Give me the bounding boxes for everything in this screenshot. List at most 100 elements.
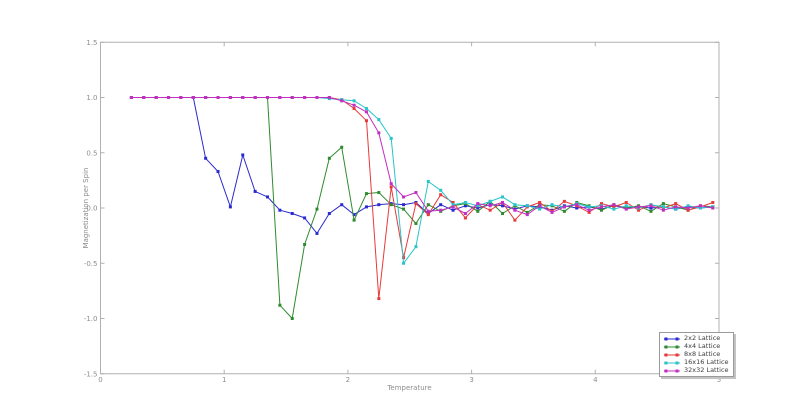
series-marker-4x4-lattice bbox=[278, 303, 282, 307]
series-marker-4x4-lattice bbox=[649, 209, 653, 213]
series-marker-32x32-lattice bbox=[402, 195, 406, 199]
series-marker-4x4-lattice bbox=[562, 209, 566, 213]
series-marker-32x32-lattice bbox=[364, 110, 368, 114]
series-marker-8x8-lattice bbox=[637, 208, 641, 212]
series-marker-32x32-lattice bbox=[315, 96, 319, 99]
series-marker-2x2-lattice bbox=[327, 212, 331, 216]
series-marker-32x32-lattice bbox=[191, 96, 195, 99]
x-tick-label: 2 bbox=[346, 376, 350, 384]
series-marker-4x4-lattice bbox=[525, 210, 529, 214]
series-marker-16x16-lattice bbox=[550, 203, 554, 207]
series-marker-2x2-lattice bbox=[451, 208, 455, 212]
series-marker-32x32-lattice bbox=[513, 208, 517, 212]
series-marker-8x8-lattice bbox=[513, 218, 517, 222]
series-marker-2x2-lattice bbox=[290, 212, 294, 216]
series-marker-4x4-lattice bbox=[599, 208, 603, 212]
series-marker-8x8-lattice bbox=[402, 256, 406, 260]
x-tick-label: 5 bbox=[717, 376, 721, 384]
series-marker-32x32-lattice bbox=[587, 208, 591, 212]
series-marker-16x16-lattice bbox=[426, 179, 430, 183]
series-marker-4x4-lattice bbox=[377, 191, 381, 195]
series-marker-8x8-lattice bbox=[451, 200, 455, 204]
series-marker-2x2-lattice bbox=[352, 213, 356, 217]
series-marker-8x8-lattice bbox=[686, 208, 690, 212]
series-marker-32x32-lattice bbox=[327, 96, 331, 99]
series-marker-32x32-lattice bbox=[637, 205, 641, 209]
series-marker-16x16-lattice bbox=[402, 261, 406, 265]
legend-item: 8x8 Lattice bbox=[663, 351, 729, 358]
series-marker-8x8-lattice bbox=[538, 200, 542, 204]
series-marker-32x32-lattice bbox=[154, 96, 158, 99]
legend-item-label: 32x32 Lattice bbox=[684, 366, 729, 374]
series-marker-2x2-lattice bbox=[265, 195, 269, 199]
series-marker-8x8-lattice bbox=[587, 210, 591, 214]
series-marker-16x16-lattice bbox=[624, 204, 628, 208]
series-line-8x8-lattice bbox=[131, 97, 713, 300]
legend-item-label: 8x8 Lattice bbox=[684, 350, 721, 358]
series-marker-32x32-lattice bbox=[451, 205, 455, 209]
y-tick-label: -1.0 bbox=[84, 315, 98, 323]
series-marker-8x8-lattice bbox=[711, 200, 715, 204]
series-marker-8x8-lattice bbox=[624, 200, 628, 204]
series-marker-32x32-lattice bbox=[575, 203, 579, 207]
series-marker-4x4-lattice bbox=[352, 218, 356, 222]
series-marker-16x16-lattice bbox=[538, 207, 542, 211]
series-marker-2x2-lattice bbox=[501, 204, 505, 208]
series-marker-32x32-lattice bbox=[661, 208, 665, 212]
series-marker-16x16-lattice bbox=[661, 205, 665, 209]
y-tick-label: -0.5 bbox=[84, 260, 98, 268]
series-marker-32x32-lattice bbox=[501, 200, 505, 204]
series-marker-32x32-lattice bbox=[179, 96, 183, 99]
y-tick-label: 0.0 bbox=[86, 205, 97, 213]
series-marker-32x32-lattice bbox=[204, 96, 208, 99]
series-marker-32x32-lattice bbox=[142, 96, 146, 99]
series-marker-4x4-lattice bbox=[661, 202, 665, 206]
series-marker-2x2-lattice bbox=[340, 203, 344, 207]
x-tick-label: 4 bbox=[593, 376, 598, 384]
series-marker-32x32-lattice bbox=[649, 204, 653, 208]
series-marker-16x16-lattice bbox=[612, 207, 616, 211]
series-marker-16x16-lattice bbox=[476, 204, 480, 208]
series-marker-32x32-lattice bbox=[488, 204, 492, 208]
series-marker-4x4-lattice bbox=[327, 156, 331, 160]
y-tick-label: 1.5 bbox=[86, 39, 97, 47]
series-marker-32x32-lattice bbox=[599, 205, 603, 209]
series-marker-16x16-lattice bbox=[587, 205, 591, 209]
series-marker-32x32-lattice bbox=[414, 191, 418, 195]
legend-item-label: 2x2 Lattice bbox=[684, 334, 721, 342]
series-marker-16x16-lattice bbox=[364, 107, 368, 111]
series-marker-16x16-lattice bbox=[674, 207, 678, 211]
series-marker-8x8-lattice bbox=[463, 216, 467, 220]
series-marker-32x32-lattice bbox=[525, 213, 529, 217]
series-marker-8x8-lattice bbox=[414, 202, 418, 206]
series-marker-4x4-lattice bbox=[340, 145, 344, 149]
series-marker-16x16-lattice bbox=[352, 99, 356, 103]
series-marker-16x16-lattice bbox=[513, 203, 517, 207]
series-marker-32x32-lattice bbox=[352, 103, 356, 107]
series-marker-32x32-lattice bbox=[129, 96, 133, 99]
series-marker-32x32-lattice bbox=[389, 182, 393, 186]
series-marker-2x2-lattice bbox=[216, 170, 220, 174]
x-tick-label: 0 bbox=[98, 376, 102, 384]
y-tick-label: 0.5 bbox=[86, 149, 97, 157]
series-marker-32x32-lattice bbox=[439, 208, 443, 212]
series-marker-8x8-lattice bbox=[426, 213, 430, 217]
series-marker-8x8-lattice bbox=[377, 297, 381, 301]
legend-box: 2x2 Lattice 4x4 Lattice 8x8 Lattice 16x16 L… bbox=[659, 332, 734, 377]
series-marker-2x2-lattice bbox=[228, 205, 232, 209]
series-marker-32x32-lattice bbox=[698, 204, 702, 208]
series-marker-8x8-lattice bbox=[674, 202, 678, 206]
x-axis: 0 1 2 3 4 5 bbox=[98, 42, 721, 384]
series-marker-4x4-lattice bbox=[290, 317, 294, 320]
series-16x16-lattice bbox=[129, 96, 715, 265]
series-marker-16x16-lattice bbox=[501, 195, 505, 199]
series-marker-2x2-lattice bbox=[649, 206, 653, 210]
y-tick-label: 1.0 bbox=[86, 94, 97, 102]
data-series bbox=[129, 96, 715, 320]
series-marker-8x8-lattice bbox=[562, 199, 566, 203]
x-tick-label: 1 bbox=[222, 376, 226, 384]
series-marker-4x4-lattice bbox=[389, 203, 393, 207]
series-marker-4x4-lattice bbox=[364, 192, 368, 196]
series-32x32-lattice bbox=[129, 96, 715, 217]
